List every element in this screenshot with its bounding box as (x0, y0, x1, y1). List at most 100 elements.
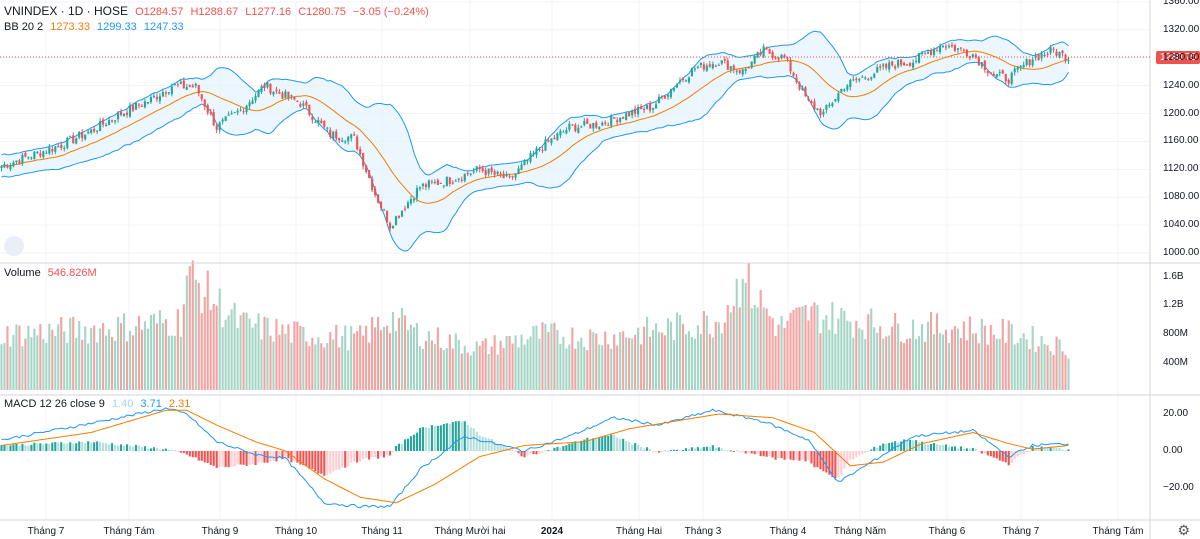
volume-bar (230, 309, 233, 390)
price-tick-label: 1360.00 (1163, 0, 1200, 7)
bb-label[interactable]: BB 20 2 (4, 21, 44, 33)
candle-body (983, 60, 986, 71)
candle-body (81, 132, 84, 139)
symbol-label[interactable]: VNINDEX · 1D · HOSE (4, 4, 129, 18)
volume-bar (18, 325, 21, 390)
macd-histogram-bar (541, 451, 544, 454)
macd-histogram-bar (995, 451, 998, 459)
time-tick-label: Tháng 7 (27, 526, 65, 537)
macd-histogram-bar (732, 451, 735, 453)
volume-bar (0, 344, 3, 390)
volume-bar (535, 325, 538, 390)
settings-gear-icon[interactable]: ⚙ (1177, 522, 1190, 538)
macd-histogram-bar (332, 451, 335, 472)
volume-bar (595, 333, 598, 390)
macd-histogram-bar (60, 442, 63, 451)
candle-body (33, 151, 36, 160)
macd-histogram-bar (879, 445, 882, 451)
macd-pane (0, 407, 1070, 509)
macd-histogram-bar (188, 451, 191, 457)
time-tick-label: Tháng 6 (928, 526, 966, 537)
candle-body (765, 47, 768, 49)
macd-histogram-bar (143, 446, 147, 451)
candle-body (1046, 53, 1049, 55)
candle-body (535, 148, 538, 155)
macd-histogram-bar (622, 438, 625, 451)
macd-label[interactable]: MACD 12 26 close 9 (4, 398, 105, 410)
price-tick-label: 1120.00 (1163, 163, 1199, 175)
volume-bar (108, 329, 111, 390)
macd-histogram-bar (505, 447, 508, 451)
macd-histogram-bar (45, 443, 48, 451)
volume-bar (765, 308, 768, 390)
candle-body (1064, 54, 1067, 62)
volume-bar (687, 331, 690, 390)
macd-histogram-bar (149, 448, 152, 451)
candle-body (915, 61, 918, 63)
volume-bar (690, 336, 693, 390)
candle-body (657, 96, 661, 103)
volume-bar (932, 334, 936, 390)
candle-body (466, 172, 469, 175)
volume-bar (1031, 325, 1034, 390)
change-value: −3.05 (−0.24%) (353, 6, 429, 18)
volume-bar (81, 339, 84, 390)
candle-body (66, 137, 69, 148)
volume-bar (385, 325, 389, 390)
volume-bar (711, 337, 714, 390)
candle-body (888, 62, 891, 70)
macd-histogram-bar (654, 451, 658, 452)
macd-histogram-bar (1025, 451, 1028, 452)
macd-histogram-bar (663, 450, 667, 452)
volume-bar (102, 322, 105, 390)
candle-body (137, 104, 141, 106)
candle-body (320, 120, 323, 124)
macd-hist-value: 1.40 (111, 398, 134, 410)
volume-bar (744, 282, 747, 390)
volume-bar (78, 321, 81, 390)
candle-body (1013, 68, 1016, 73)
volume-tick-label: 400M (1163, 357, 1189, 368)
tradingview-logo-icon[interactable] (4, 236, 24, 256)
macd-line (1, 407, 1069, 509)
macd-histogram-bar (314, 451, 317, 472)
macd-histogram-bar (3, 445, 6, 451)
candle-body (666, 94, 670, 97)
volume-bar (137, 315, 141, 390)
price-tick-label: 1160.00 (1163, 135, 1199, 147)
volume-bar (891, 326, 894, 390)
volume-label[interactable]: Volume (4, 267, 41, 279)
candle-body (99, 121, 102, 131)
volume-bar (320, 343, 323, 390)
volume-bar (105, 335, 108, 390)
macd-histogram-bar (490, 438, 493, 451)
macd-histogram-bar (362, 451, 365, 459)
volume-bar (197, 282, 200, 390)
candle-body (1055, 51, 1058, 56)
candle-body (711, 64, 714, 69)
candle-body (362, 153, 365, 167)
volume-bar (30, 337, 33, 390)
candle-body (580, 126, 583, 128)
volume-bar (547, 332, 550, 390)
candle-body (929, 50, 933, 56)
volume-bar (929, 312, 933, 390)
candle-body (822, 111, 825, 115)
candle-body (959, 47, 962, 49)
candle-body (430, 181, 433, 183)
candle-body (759, 51, 762, 55)
candle-body (843, 89, 846, 91)
candle-body (672, 88, 676, 91)
macd-histogram-bar (825, 451, 828, 473)
volume-bar (1055, 336, 1058, 390)
candle-body (562, 131, 565, 133)
volume-bar (956, 328, 959, 390)
bb-basis-line (1, 50, 1069, 204)
candle-body (867, 78, 870, 80)
candle-body (723, 59, 726, 61)
candle-body (365, 165, 368, 172)
candle-body (798, 82, 801, 90)
macd-histogram-bar (1028, 450, 1031, 452)
volume-bar (164, 319, 167, 390)
